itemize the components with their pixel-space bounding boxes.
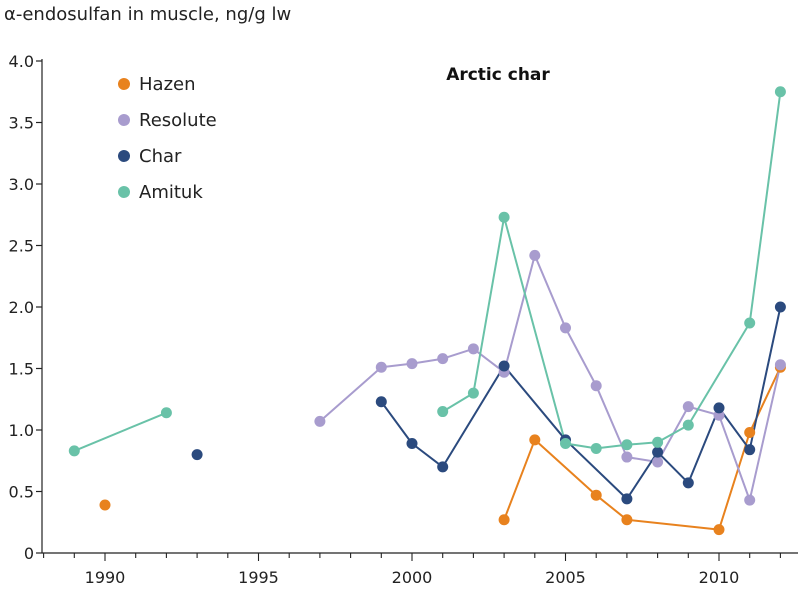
legend-marker-amituk [118,186,130,198]
legend-marker-hazen [118,78,130,90]
data-point-resolute [682,401,694,413]
data-point-amituk [437,406,449,418]
data-point-resolute [529,249,541,261]
series-line-amituk [442,91,782,450]
data-point-char [774,301,786,313]
data-point-amituk [68,445,80,457]
data-point-resolute [621,451,633,463]
y-tick-label: 2.0 [9,298,34,317]
data-point-resolute [406,358,418,370]
data-point-resolute [375,361,387,373]
data-point-amituk [744,317,756,329]
data-point-resolute [437,353,449,365]
data-point-amituk [652,436,664,448]
data-point-char [375,396,387,408]
legend-label-amituk: Amituk [139,182,203,203]
data-point-resolute [774,359,786,371]
data-point-char [406,438,418,450]
data-point-resolute [652,456,664,468]
data-point-resolute [314,415,326,427]
data-point-char [682,477,694,489]
data-point-hazen [744,426,756,438]
y-tick-label: 4.0 [9,52,34,71]
y-tick-label: 1.0 [9,421,34,440]
data-point-char [191,449,203,461]
data-point-amituk [774,86,786,98]
data-point-char [744,444,756,456]
y-tick-label: 3.0 [9,175,34,194]
data-point-resolute [467,343,479,355]
data-point-hazen [621,514,633,526]
data-point-char [713,402,725,414]
y-tick-label: 0.5 [9,483,34,502]
data-point-resolute [744,494,756,506]
x-tick-label: 1995 [238,568,279,587]
data-point-amituk [621,439,633,451]
data-point-amituk [498,211,510,223]
y-tick-label: 2.5 [9,237,34,256]
legend-marker-char [118,150,130,162]
series-line-resolute [319,254,782,502]
chart-title: Arctic char [446,65,550,85]
data-point-hazen [529,434,541,446]
data-point-hazen [713,524,725,536]
legend-label-resolute: Resolute [139,110,217,131]
data-point-amituk [160,407,172,419]
legend-marker-resolute [118,114,130,126]
x-tick-label: 2000 [392,568,433,587]
data-point-amituk [590,442,602,454]
data-point-hazen [99,499,111,511]
x-tick-label: 1990 [85,568,126,587]
series-line-hazen [503,366,782,531]
series-line-amituk [73,411,167,452]
data-point-resolute [560,322,571,334]
data-point-char [498,360,510,372]
data-point-hazen [498,514,510,526]
data-point-char [437,461,449,473]
data-point-amituk [560,438,571,450]
y-tick-label: 0 [24,544,34,563]
data-point-amituk [682,419,694,431]
data-point-resolute [590,380,602,392]
data-point-char [652,446,664,458]
legend-label-char: Char [139,146,182,167]
x-tick-label: 2005 [545,568,586,587]
legend-label-hazen: Hazen [139,74,196,95]
data-point-hazen [590,489,602,501]
y-tick-label: 3.5 [9,114,34,133]
y-axis-label: α-endosulfan in muscle, ng/g lw [4,4,292,25]
data-point-amituk [467,387,479,399]
y-tick-label: 1.5 [9,360,34,379]
x-tick-label: 2010 [699,568,740,587]
data-point-char [621,493,633,505]
